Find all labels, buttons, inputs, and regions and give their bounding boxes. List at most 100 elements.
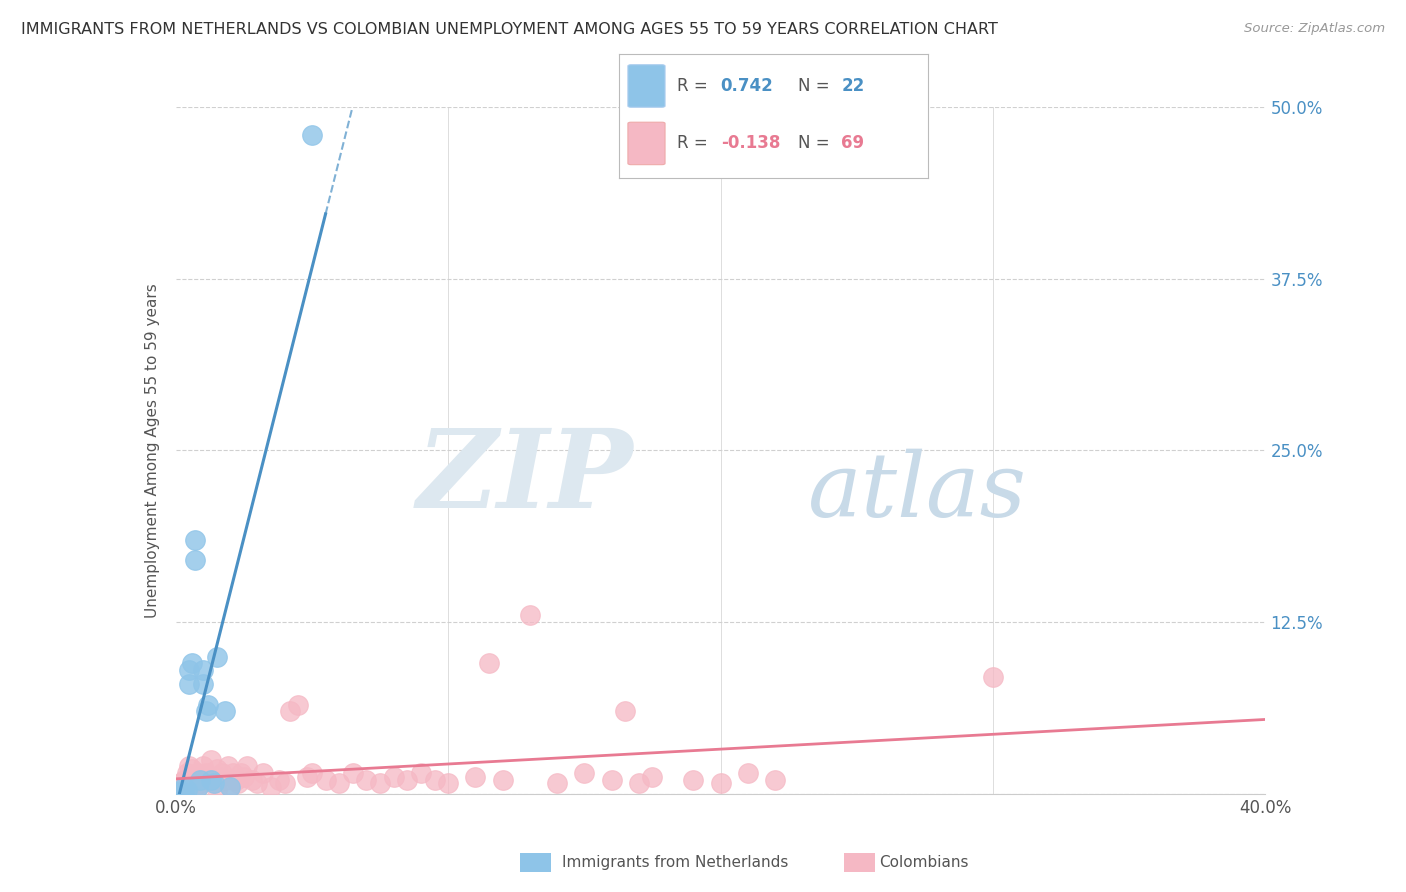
Point [205, 649, 228, 664]
Point [225, 773, 247, 788]
Point [222, 766, 245, 780]
Text: ZIP: ZIP [416, 425, 633, 532]
Point [173, 773, 195, 788]
Point [217, 759, 239, 773]
Point [176, 766, 198, 780]
Text: 69: 69 [841, 135, 865, 153]
Point [260, 780, 283, 794]
Point [219, 780, 242, 794]
Point [274, 776, 297, 790]
Point [202, 776, 225, 790]
Point [194, 705, 217, 719]
Y-axis label: Unemployment Among Ages 55 to 59 years: Unemployment Among Ages 55 to 59 years [145, 283, 160, 618]
Point [188, 776, 211, 790]
Point [235, 759, 257, 773]
Point [382, 771, 405, 785]
Point [546, 776, 568, 790]
FancyBboxPatch shape [628, 65, 665, 107]
Point [188, 773, 211, 788]
Point [710, 776, 733, 790]
Point [181, 776, 204, 790]
Point [179, 677, 201, 691]
Point [197, 773, 219, 788]
Point [179, 759, 201, 773]
Point [478, 657, 501, 671]
Point [219, 780, 242, 794]
Point [186, 780, 209, 794]
Point [184, 773, 207, 788]
Point [423, 773, 446, 788]
Point [627, 776, 650, 790]
Point [176, 777, 198, 791]
Point [278, 705, 301, 719]
Point [179, 663, 201, 677]
Point [202, 776, 225, 790]
Point [269, 773, 291, 788]
Point [173, 784, 195, 798]
Point [763, 773, 786, 788]
Point [181, 762, 204, 776]
Point [287, 698, 309, 712]
Point [184, 553, 207, 567]
Point [231, 766, 253, 780]
Point [682, 773, 704, 788]
Text: R =: R = [678, 77, 713, 95]
Point [437, 776, 460, 790]
Point [214, 705, 236, 719]
Point [356, 773, 378, 788]
Point [252, 766, 274, 780]
Point [176, 782, 198, 797]
Point [600, 773, 623, 788]
Point [167, 780, 190, 794]
Point [179, 771, 201, 785]
Text: N =: N = [799, 135, 835, 153]
Point [574, 766, 596, 780]
Point [186, 780, 209, 794]
Point [200, 753, 222, 767]
Point [240, 773, 263, 788]
Point [246, 776, 269, 790]
Point [208, 771, 231, 785]
Text: Immigrants from Netherlands: Immigrants from Netherlands [562, 855, 789, 870]
Point [194, 766, 217, 780]
Point [170, 776, 193, 790]
Point [342, 766, 364, 780]
Point [191, 663, 214, 677]
Point [205, 782, 228, 797]
Point [464, 771, 486, 785]
Point [197, 698, 219, 712]
Point [184, 533, 207, 547]
Point [186, 766, 209, 780]
Point [167, 785, 190, 799]
Point [228, 776, 250, 790]
Point [205, 762, 228, 776]
Point [301, 766, 323, 780]
Text: 22: 22 [841, 77, 865, 95]
Text: 0.742: 0.742 [721, 77, 773, 95]
Text: atlas: atlas [807, 449, 1026, 535]
Point [315, 773, 337, 788]
Point [214, 773, 236, 788]
Text: Colombians: Colombians [879, 855, 969, 870]
Point [173, 780, 195, 794]
Point [232, 771, 254, 785]
Point [295, 771, 318, 785]
Point [170, 782, 193, 797]
Point [301, 128, 323, 142]
Point [181, 657, 204, 671]
Point [170, 784, 193, 798]
Text: Source: ZipAtlas.com: Source: ZipAtlas.com [1244, 22, 1385, 36]
Text: IMMIGRANTS FROM NETHERLANDS VS COLOMBIAN UNEMPLOYMENT AMONG AGES 55 TO 59 YEARS : IMMIGRANTS FROM NETHERLANDS VS COLOMBIAN… [21, 22, 998, 37]
Text: -0.138: -0.138 [721, 135, 780, 153]
Point [173, 787, 195, 801]
Point [191, 771, 214, 785]
Point [396, 773, 419, 788]
Point [519, 608, 541, 623]
Point [614, 705, 637, 719]
Point [737, 766, 759, 780]
Point [368, 776, 391, 790]
Point [641, 771, 664, 785]
FancyBboxPatch shape [628, 122, 665, 165]
Point [409, 766, 432, 780]
Point [492, 773, 515, 788]
